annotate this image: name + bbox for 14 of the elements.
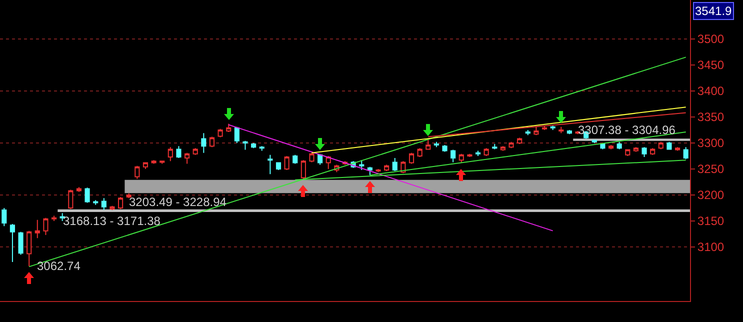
y-tick-label: 3350 (697, 110, 724, 124)
y-tick-label: 3300 (697, 136, 724, 150)
y-tick-label: 3450 (697, 58, 724, 72)
y-tick-label: 3250 (697, 162, 724, 176)
band-label: 3168.13 - 3171.38 (63, 214, 161, 228)
y-tick-label: 3500 (697, 32, 724, 46)
y-tick-label: 3150 (697, 214, 724, 228)
y-tick-label: 3200 (697, 188, 724, 202)
y-tick-label: 3400 (697, 84, 724, 98)
band-label: 3307.38 - 3304.96 (578, 123, 676, 137)
band-label: 3203.49 - 3228.94 (129, 195, 227, 209)
annotation: 3062.74 (37, 259, 81, 273)
y-tick-label: 3100 (697, 240, 724, 254)
text: 3541.9 (695, 4, 732, 18)
